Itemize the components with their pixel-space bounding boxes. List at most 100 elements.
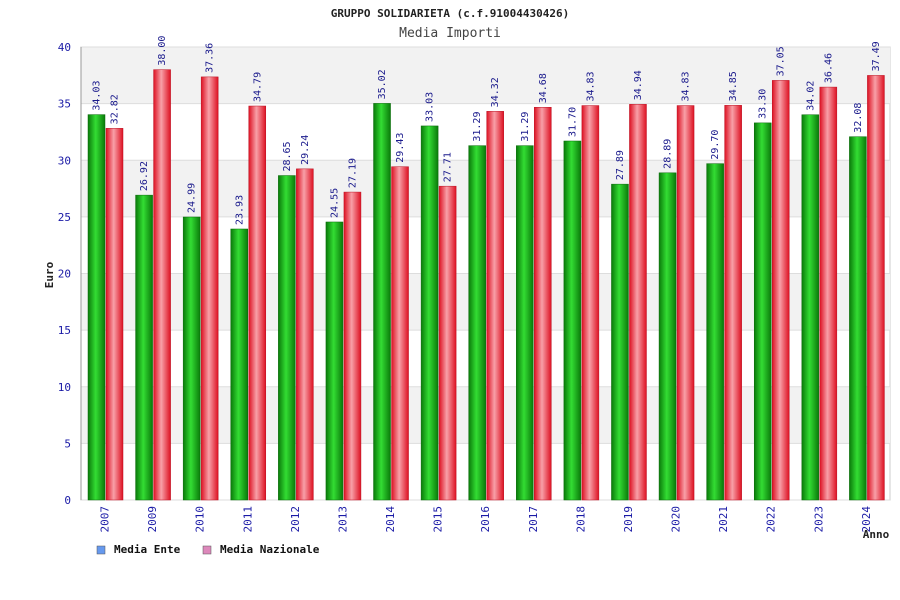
x-tick-label-2011: 2011 — [241, 506, 254, 533]
bar-media-nazionale-2020 — [676, 105, 695, 501]
y-tick-label: 40 — [58, 41, 71, 54]
data-label-media-ente-2023: 34.02 — [805, 81, 816, 111]
x-tick-label-2024: 2024 — [860, 506, 873, 533]
bar-media-ente-2020 — [658, 172, 677, 501]
bar-media-nazionale-2011 — [248, 105, 267, 501]
x-tick-label-2022: 2022 — [765, 506, 778, 533]
bar-media-nazionale-2017 — [534, 106, 552, 501]
bar-media-ente-2009 — [135, 194, 153, 501]
bar-media-ente-2024 — [849, 136, 867, 501]
data-label-media-ente-2012: 28.65 — [282, 141, 293, 171]
y-axis-ticks: 0 5 10 15 20 25 30 35 40 — [58, 41, 71, 507]
bar-media-ente-2014 — [373, 103, 391, 501]
bar-media-nazionale-2013 — [343, 191, 362, 501]
data-label-media-nazionale-2014: 29.43 — [395, 133, 406, 163]
bar-value-labels: 34.03 32.82 26.92 38.00 24.99 37.36 23.93 34.79… — [92, 36, 882, 225]
data-label-media-ente-2016: 31.29 — [472, 112, 483, 142]
x-axis-ticks: 2007 2009 2010 2011 2012 2013 2014 2015 2016 2017… — [99, 506, 873, 533]
bar-media-ente-2013 — [325, 221, 344, 501]
x-tick-label-2016: 2016 — [479, 506, 492, 533]
bar-media-nazionale-2015 — [438, 185, 457, 501]
bar-media-ente-2022 — [753, 122, 772, 501]
x-tick-label-2021: 2021 — [717, 506, 730, 533]
y-tick-label: 5 — [64, 437, 71, 450]
data-label-media-nazionale-2012: 29.24 — [300, 135, 311, 165]
data-label-media-ente-2011: 23.93 — [234, 195, 245, 225]
x-tick-label-2018: 2018 — [574, 506, 587, 533]
data-label-media-ente-2020: 28.89 — [663, 139, 674, 169]
bar-media-nazionale-2023 — [819, 86, 838, 501]
x-tick-label-2007: 2007 — [99, 506, 112, 533]
x-tick-label-2017: 2017 — [527, 506, 540, 533]
legend-label-media-ente: Media Ente — [114, 543, 181, 556]
legend: Media Ente Media Nazionale — [96, 543, 320, 556]
bar-media-ente-2023 — [801, 114, 820, 501]
bar-media-nazionale-2012 — [296, 168, 314, 501]
data-label-media-nazionale-2020: 34.83 — [681, 71, 692, 101]
data-label-media-nazionale-2023: 36.46 — [823, 53, 834, 83]
data-label-media-ente-2017: 31.29 — [520, 112, 531, 142]
data-label-media-ente-2018: 31.70 — [567, 107, 578, 137]
data-label-media-ente-2014: 35.02 — [377, 69, 388, 99]
y-tick-label: 10 — [58, 381, 71, 394]
bar-media-nazionale-2018 — [581, 105, 600, 501]
bar-media-ente-2019 — [611, 183, 629, 501]
x-tick-label-2013: 2013 — [336, 506, 349, 533]
bar-media-ente-2012 — [278, 175, 296, 501]
data-label-media-nazionale-2018: 34.83 — [585, 71, 596, 101]
data-label-media-nazionale-2010: 37.36 — [205, 43, 216, 73]
legend-swatch-media-nazionale — [202, 545, 212, 555]
bars — [87, 69, 885, 501]
x-tick-label-2023: 2023 — [812, 506, 825, 533]
x-tick-label-2012: 2012 — [289, 506, 302, 533]
bar-media-nazionale-2016 — [486, 111, 504, 501]
legend-swatch-media-ente — [96, 545, 106, 555]
bar-media-ente-2011 — [230, 228, 249, 501]
data-label-media-nazionale-2015: 27.71 — [443, 152, 454, 182]
bar-media-nazionale-2007 — [105, 128, 124, 501]
data-label-media-nazionale-2017: 34.68 — [538, 73, 549, 103]
data-label-media-nazionale-2007: 32.82 — [110, 94, 121, 124]
y-tick-label: 25 — [58, 211, 71, 224]
data-label-media-ente-2007: 34.03 — [92, 81, 103, 111]
x-tick-label-2014: 2014 — [384, 506, 397, 533]
data-label-media-ente-2024: 32.08 — [853, 103, 864, 133]
y-tick-label: 0 — [64, 494, 71, 507]
bar-media-nazionale-2024 — [867, 75, 885, 501]
bar-media-nazionale-2022 — [771, 80, 790, 501]
bar-media-ente-2021 — [706, 163, 724, 501]
data-label-media-ente-2010: 24.99 — [187, 183, 198, 213]
data-label-media-nazionale-2009: 38.00 — [157, 36, 168, 66]
bar-media-nazionale-2014 — [391, 166, 409, 501]
chart-subtitle: Media Importi — [399, 26, 501, 41]
x-tick-label-2009: 2009 — [146, 506, 159, 533]
data-label-media-ente-2015: 33.03 — [425, 92, 436, 122]
y-tick-label: 30 — [58, 154, 71, 167]
data-label-media-ente-2013: 24.55 — [329, 188, 340, 218]
data-label-media-ente-2021: 29.70 — [710, 130, 721, 160]
y-tick-label: 35 — [58, 98, 71, 111]
data-label-media-nazionale-2021: 34.85 — [728, 71, 739, 101]
x-tick-label-2020: 2020 — [670, 506, 683, 533]
y-axis-label: Euro — [43, 261, 56, 288]
data-label-media-ente-2009: 26.92 — [139, 161, 150, 191]
data-label-media-nazionale-2013: 27.19 — [347, 158, 358, 188]
chart-title: GRUPPO SOLIDARIETA (c.f.91004430426) — [331, 7, 569, 20]
data-label-media-ente-2019: 27.89 — [615, 150, 626, 180]
data-label-media-nazionale-2019: 34.94 — [633, 70, 644, 100]
y-tick-label: 20 — [58, 268, 71, 281]
bar-media-ente-2018 — [563, 140, 582, 501]
data-label-media-nazionale-2024: 37.49 — [871, 41, 882, 71]
x-axis-label: Anno — [863, 528, 890, 541]
bar-media-ente-2016 — [468, 145, 486, 501]
bar-media-ente-2007 — [87, 114, 106, 501]
y-tick-label: 15 — [58, 324, 71, 337]
x-tick-label-2019: 2019 — [622, 506, 635, 533]
x-tick-label-2015: 2015 — [432, 506, 445, 533]
bar-media-nazionale-2010 — [200, 76, 219, 501]
data-label-media-nazionale-2011: 34.79 — [252, 72, 263, 102]
bar-media-ente-2015 — [420, 125, 439, 501]
bar-media-nazionale-2021 — [724, 105, 742, 501]
bar-media-ente-2010 — [182, 216, 201, 501]
